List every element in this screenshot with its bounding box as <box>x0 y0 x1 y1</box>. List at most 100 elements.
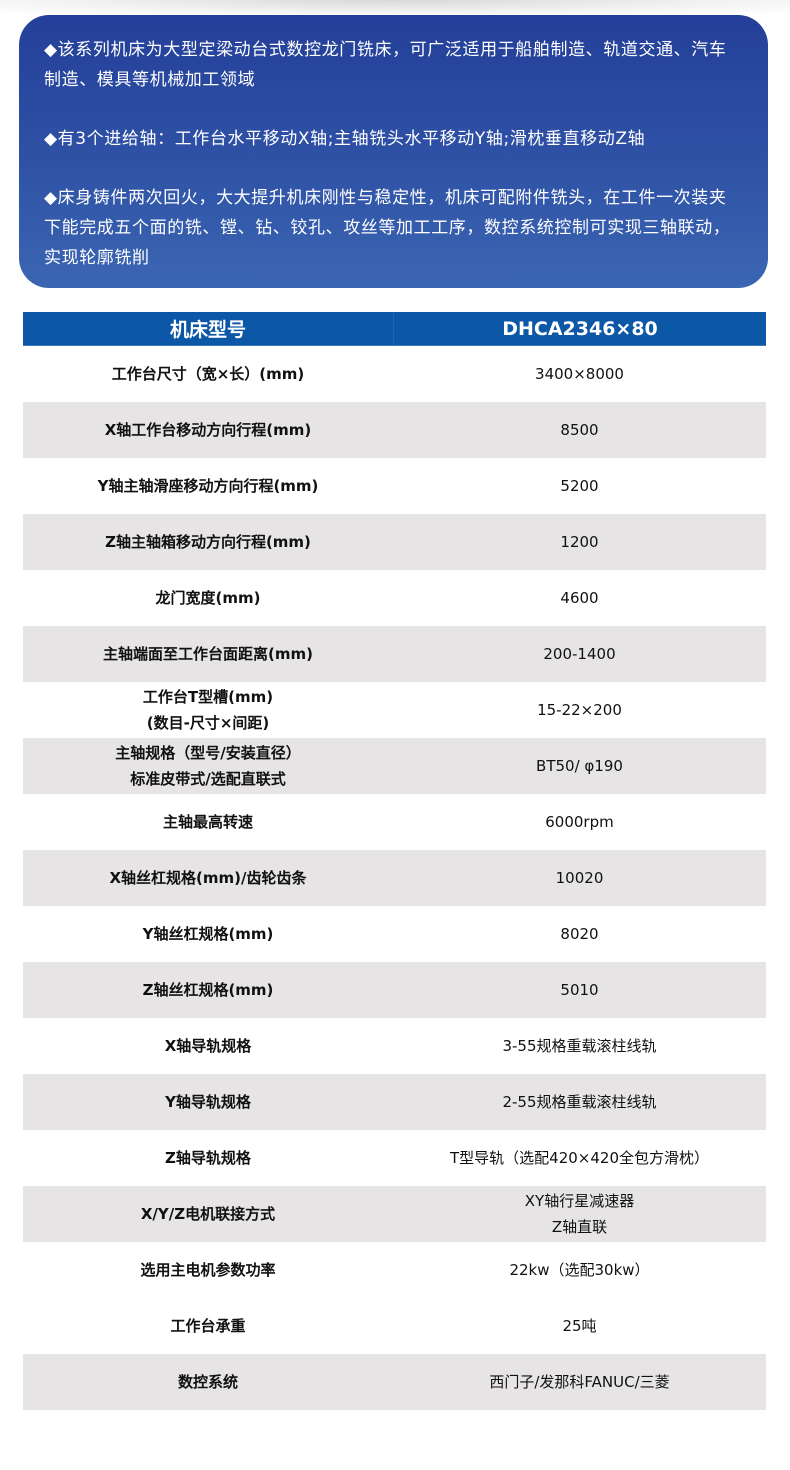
spec-label-line: X/Y/Z电机联接方式 <box>140 1205 276 1223</box>
table-row: 工作台承重 25吨 <box>23 1298 766 1354</box>
spec-value-line: T型导轨（选配420×420全包方滑枕） <box>450 1149 709 1167</box>
table-row: Y轴主轴滑座移动方向行程(mm) 5200 <box>23 458 766 514</box>
spec-label-line: (数目-尺寸×间距) <box>146 714 270 732</box>
spec-value-line: 3400×8000 <box>535 365 624 383</box>
spec-label: 工作台T型槽(mm) (数目-尺寸×间距) <box>23 682 393 738</box>
spec-value: 10020 <box>393 850 766 906</box>
table-row: Y轴丝杠规格(mm) 8020 <box>23 906 766 962</box>
spec-label-line: Z轴主轴箱移动方向行程(mm) <box>105 533 311 551</box>
spec-value: 8020 <box>393 906 766 962</box>
spec-value-line: 8020 <box>560 925 599 943</box>
spec-value-line: 4600 <box>560 589 599 607</box>
spec-value-line: 25吨 <box>562 1317 597 1335</box>
spec-value-line: 22kw（选配30kw） <box>509 1261 650 1279</box>
spec-label: 主轴规格（型号/安装直径） 标准皮带式/选配直联式 <box>23 738 393 794</box>
table-row: 工作台尺寸（宽×长）(mm) 3400×8000 <box>23 346 766 402</box>
table-row: 选用主电机参数功率 22kw（选配30kw） <box>23 1242 766 1298</box>
spec-label-line: X轴工作台移动方向行程(mm) <box>104 421 312 439</box>
spec-label-line: 选用主电机参数功率 <box>140 1261 276 1279</box>
spec-value: 西门子/发那科FANUC/三菱 <box>393 1354 766 1410</box>
spec-label-line: 主轴规格（型号/安装直径） <box>115 744 301 762</box>
spec-label-line: 工作台承重 <box>170 1317 246 1335</box>
spec-value: 6000rpm <box>393 794 766 850</box>
spec-value: 5200 <box>393 458 766 514</box>
spec-label: 工作台承重 <box>23 1298 393 1354</box>
spec-label-line: X轴导轨规格 <box>164 1037 252 1055</box>
spec-value-line: 5200 <box>560 477 599 495</box>
table-row: Z轴丝杠规格(mm) 5010 <box>23 962 766 1018</box>
spec-label-line: 主轴最高转速 <box>162 813 253 831</box>
spec-label-line: 工作台T型槽(mm) <box>142 688 274 706</box>
spec-value-line: XY轴行星减速器 <box>524 1192 635 1210</box>
spec-value-line: 西门子/发那科FANUC/三菱 <box>489 1373 670 1391</box>
table-row: 龙门宽度(mm) 4600 <box>23 570 766 626</box>
spec-label: Z轴导轨规格 <box>23 1130 393 1186</box>
spec-table: 机床型号 DHCA2346×80 工作台尺寸（宽×长）(mm) 3400×8000… <box>23 312 766 1410</box>
intro-card: ◆该系列机床为大型定梁动台式数控龙门铣床，可广泛适用于船舶制造、轨道交通、汽车制… <box>19 15 768 288</box>
spec-value: XY轴行星减速器 Z轴直联 <box>393 1186 766 1242</box>
spec-value-line: 200-1400 <box>543 645 616 663</box>
table-row: 主轴规格（型号/安装直径） 标准皮带式/选配直联式 BT50/ φ190 <box>23 738 766 794</box>
spec-value: 3-55规格重载滚柱线轨 <box>393 1018 766 1074</box>
spec-label: X/Y/Z电机联接方式 <box>23 1186 393 1242</box>
spec-label-line: X轴丝杠规格(mm)/齿轮齿条 <box>109 869 307 887</box>
spec-label: 选用主电机参数功率 <box>23 1242 393 1298</box>
top-shadow <box>0 0 790 14</box>
spec-value: T型导轨（选配420×420全包方滑枕） <box>393 1130 766 1186</box>
header-label: 机床型号 <box>23 312 394 345</box>
table-row: 工作台T型槽(mm) (数目-尺寸×间距) 15-22×200 <box>23 682 766 738</box>
spec-value: 25吨 <box>393 1298 766 1354</box>
spec-label: X轴工作台移动方向行程(mm) <box>23 402 393 458</box>
table-row: Z轴导轨规格 T型导轨（选配420×420全包方滑枕） <box>23 1130 766 1186</box>
spec-value-line: 10020 <box>555 869 604 887</box>
spec-label-line: 标准皮带式/选配直联式 <box>130 770 286 788</box>
spec-value-line: 6000rpm <box>545 813 614 831</box>
spec-value-line: 3-55规格重载滚柱线轨 <box>502 1037 657 1055</box>
spec-value: 22kw（选配30kw） <box>393 1242 766 1298</box>
spec-label-line: Z轴丝杠规格(mm) <box>142 981 274 999</box>
spec-label: 龙门宽度(mm) <box>23 570 393 626</box>
spec-label-line: 工作台尺寸（宽×长）(mm) <box>111 365 305 383</box>
spec-value-line: 5010 <box>560 981 599 999</box>
spec-label-line: 数控系统 <box>177 1373 238 1391</box>
spec-label-line: Y轴导轨规格 <box>165 1093 251 1111</box>
spec-value: 3400×8000 <box>393 346 766 402</box>
intro-paragraph-1: ◆该系列机床为大型定梁动台式数控龙门铣床，可广泛适用于船舶制造、轨道交通、汽车制… <box>44 40 727 90</box>
spec-label-line: 主轴端面至工作台面距离(mm) <box>103 645 313 663</box>
table-row: 主轴最高转速 6000rpm <box>23 794 766 850</box>
spec-value: 5010 <box>393 962 766 1018</box>
spec-label: Y轴导轨规格 <box>23 1074 393 1130</box>
spec-label: Y轴主轴滑座移动方向行程(mm) <box>23 458 393 514</box>
spec-value-line: BT50/ φ190 <box>536 757 623 775</box>
spec-value: 8500 <box>393 402 766 458</box>
header-model: DHCA2346×80 <box>502 317 658 340</box>
spec-value-line: 2-55规格重载滚柱线轨 <box>502 1093 657 1111</box>
spec-label: Y轴丝杠规格(mm) <box>23 906 393 962</box>
spec-value: 1200 <box>393 514 766 570</box>
table-row: 数控系统 西门子/发那科FANUC/三菱 <box>23 1354 766 1410</box>
spec-value-line: 1200 <box>560 533 599 551</box>
spec-label: 工作台尺寸（宽×长）(mm) <box>23 346 393 402</box>
spec-value: BT50/ φ190 <box>393 738 766 794</box>
intro-paragraph-2: ◆有3个进给轴：工作台水平移动X轴;主轴铣头水平移动Y轴;滑枕垂直移动Z轴 <box>44 129 646 149</box>
table-row: 主轴端面至工作台面距离(mm) 200-1400 <box>23 626 766 682</box>
spec-label-line: 龙门宽度(mm) <box>155 589 261 607</box>
spec-label: Z轴丝杠规格(mm) <box>23 962 393 1018</box>
table-row: X轴丝杠规格(mm)/齿轮齿条 10020 <box>23 850 766 906</box>
table-row: Y轴导轨规格 2-55规格重载滚柱线轨 <box>23 1074 766 1130</box>
spec-value: 200-1400 <box>393 626 766 682</box>
table-row: X/Y/Z电机联接方式 XY轴行星减速器 Z轴直联 <box>23 1186 766 1242</box>
spec-value-line: Z轴直联 <box>551 1218 608 1236</box>
table-row: Z轴主轴箱移动方向行程(mm) 1200 <box>23 514 766 570</box>
spec-label: Z轴主轴箱移动方向行程(mm) <box>23 514 393 570</box>
spec-label: 数控系统 <box>23 1354 393 1410</box>
spec-label: X轴丝杠规格(mm)/齿轮齿条 <box>23 850 393 906</box>
spec-table-header: 机床型号 DHCA2346×80 <box>23 312 766 346</box>
spec-label-line: Y轴主轴滑座移动方向行程(mm) <box>97 477 319 495</box>
spec-label: X轴导轨规格 <box>23 1018 393 1074</box>
spec-table-body: 工作台尺寸（宽×长）(mm) 3400×8000 X轴工作台移动方向行程(mm) 85… <box>23 346 766 1410</box>
spec-value-line: 8500 <box>560 421 599 439</box>
table-row: X轴导轨规格 3-55规格重载滚柱线轨 <box>23 1018 766 1074</box>
intro-paragraph-3: ◆床身铸件两次回火，大大提升机床刚性与稳定性，机床可配附件铣头，在工件一次装夹下… <box>44 188 731 268</box>
spec-value-line: 15-22×200 <box>537 701 622 719</box>
